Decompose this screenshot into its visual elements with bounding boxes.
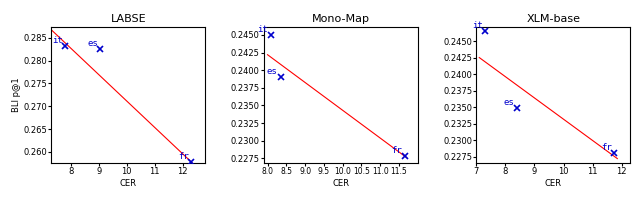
Text: it: it [52,36,63,45]
Text: it: it [472,21,483,30]
X-axis label: CER: CER [545,179,562,188]
Text: es: es [87,39,98,48]
Text: fr: fr [602,143,612,152]
Text: es: es [504,98,515,107]
Text: it: it [257,24,268,34]
Text: fr: fr [391,146,402,155]
Title: Mono-Map: Mono-Map [312,14,370,24]
Text: fr: fr [179,152,189,161]
X-axis label: CER: CER [332,179,349,188]
X-axis label: CER: CER [120,179,137,188]
Title: LABSE: LABSE [111,14,146,24]
Text: es: es [267,67,278,76]
Title: XLM-base: XLM-base [526,14,580,24]
Y-axis label: BLI p@1: BLI p@1 [12,78,20,112]
